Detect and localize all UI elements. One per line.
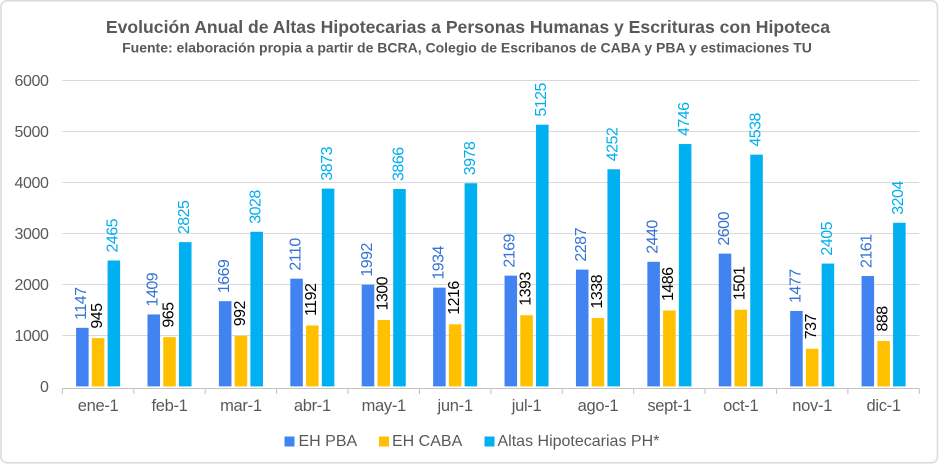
svg-text:3000: 3000 bbox=[15, 226, 49, 243]
svg-text:1409: 1409 bbox=[145, 272, 162, 306]
svg-text:mar-1: mar-1 bbox=[220, 397, 262, 415]
svg-text:1669: 1669 bbox=[216, 259, 233, 293]
svg-text:feb-1: feb-1 bbox=[151, 397, 187, 415]
svg-text:888: 888 bbox=[874, 306, 891, 332]
svg-text:965: 965 bbox=[160, 302, 177, 328]
svg-text:EH CABA: EH CABA bbox=[392, 433, 463, 450]
svg-text:737: 737 bbox=[803, 313, 820, 339]
svg-text:992: 992 bbox=[232, 300, 249, 326]
svg-text:1338: 1338 bbox=[589, 274, 606, 308]
svg-text:1192: 1192 bbox=[303, 283, 320, 316]
svg-text:2287: 2287 bbox=[573, 227, 590, 261]
svg-text:6000: 6000 bbox=[15, 73, 49, 90]
svg-text:1000: 1000 bbox=[15, 328, 49, 345]
svg-text:2440: 2440 bbox=[644, 220, 661, 254]
svg-text:1300: 1300 bbox=[375, 276, 392, 310]
svg-text:dic-1: dic-1 bbox=[866, 397, 900, 415]
svg-text:3866: 3866 bbox=[390, 147, 407, 181]
svg-text:945: 945 bbox=[89, 303, 106, 329]
svg-text:jul-1: jul-1 bbox=[511, 397, 542, 415]
svg-text:Altas Hipotecarias PH*: Altas Hipotecarias PH* bbox=[498, 433, 660, 450]
svg-text:2161: 2161 bbox=[859, 234, 876, 268]
svg-text:1501: 1501 bbox=[732, 266, 749, 300]
svg-text:5125: 5125 bbox=[533, 82, 550, 116]
svg-text:1486: 1486 bbox=[660, 267, 677, 301]
svg-text:sept-1: sept-1 bbox=[647, 397, 691, 415]
svg-text:EH PBA: EH PBA bbox=[299, 433, 358, 450]
svg-text:nov-1: nov-1 bbox=[792, 397, 832, 415]
svg-text:4000: 4000 bbox=[15, 175, 49, 192]
svg-text:3028: 3028 bbox=[248, 190, 265, 224]
svg-text:1393: 1393 bbox=[517, 272, 534, 306]
svg-text:3978: 3978 bbox=[462, 141, 479, 175]
svg-text:4746: 4746 bbox=[676, 102, 693, 136]
svg-text:abr-1: abr-1 bbox=[294, 397, 331, 415]
svg-text:1216: 1216 bbox=[446, 281, 463, 315]
svg-text:2405: 2405 bbox=[819, 221, 836, 255]
svg-text:2600: 2600 bbox=[716, 211, 733, 245]
svg-text:may-1: may-1 bbox=[362, 397, 406, 415]
svg-text:ene-1: ene-1 bbox=[78, 397, 119, 415]
svg-text:3204: 3204 bbox=[890, 181, 907, 215]
svg-text:1147: 1147 bbox=[73, 287, 90, 320]
svg-text:2000: 2000 bbox=[15, 277, 49, 294]
svg-text:jun-1: jun-1 bbox=[437, 397, 473, 415]
svg-text:4538: 4538 bbox=[747, 112, 764, 146]
svg-text:Evolución Anual de Altas Hipot: Evolución Anual de Altas Hipotecarias a … bbox=[106, 17, 830, 37]
svg-text:4252: 4252 bbox=[605, 127, 622, 161]
svg-text:1992: 1992 bbox=[359, 242, 376, 276]
svg-text:2169: 2169 bbox=[502, 233, 519, 267]
svg-text:Fuente: elaboración propia a p: Fuente: elaboración propia a partir de B… bbox=[122, 39, 812, 55]
svg-text:ago-1: ago-1 bbox=[578, 397, 619, 415]
svg-text:0: 0 bbox=[40, 379, 49, 396]
svg-text:3873: 3873 bbox=[319, 146, 336, 180]
svg-text:1477: 1477 bbox=[787, 269, 804, 303]
svg-text:1934: 1934 bbox=[430, 245, 447, 279]
svg-text:oct-1: oct-1 bbox=[723, 397, 758, 415]
svg-text:2110: 2110 bbox=[287, 238, 304, 271]
svg-text:2465: 2465 bbox=[105, 218, 122, 252]
svg-text:5000: 5000 bbox=[15, 124, 49, 141]
svg-text:2825: 2825 bbox=[176, 200, 193, 234]
